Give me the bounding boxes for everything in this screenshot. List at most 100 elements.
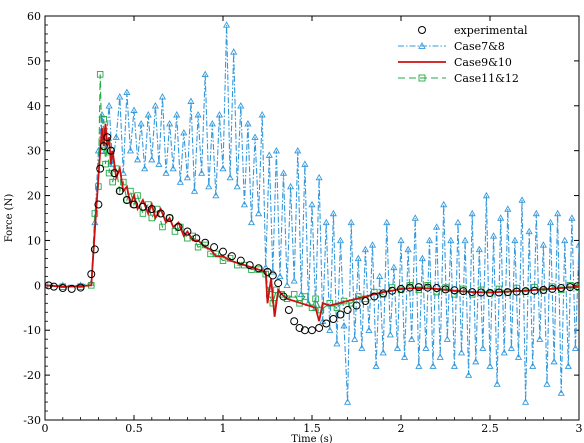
series-case7-8-point [397, 236, 405, 244]
series-case7-8-point [301, 160, 309, 167]
x-tick-label: 2.5 [481, 422, 499, 435]
x-tick-label: 0.5 [125, 422, 143, 435]
series-layer [45, 21, 579, 405]
series-case7-8-point [507, 344, 515, 351]
series-experimental-point [468, 288, 477, 297]
legend-swatch-point [418, 42, 426, 49]
series-experimental-point [432, 284, 441, 293]
series-experimental-point [254, 264, 263, 273]
series-case7-8-point [383, 218, 391, 226]
series-case7-8-point [190, 187, 199, 194]
series-experimental-point [49, 282, 58, 291]
series-case7-8-point [511, 236, 519, 244]
series-experimental-point [106, 146, 115, 155]
series-case7-8-point [287, 182, 295, 190]
series-case7-8-point [571, 344, 579, 351]
series-case7-8-point [443, 335, 451, 342]
series-case7-8-point [336, 236, 345, 244]
y-tick-label: 0 [34, 279, 41, 292]
x-axis-title: Time (s) [291, 434, 332, 443]
series-case7-8-point [333, 339, 341, 347]
series-experimental-point [58, 284, 67, 293]
series-experimental-point [210, 243, 219, 252]
series-case7-8-point [425, 236, 434, 244]
series-case9-10 [45, 123, 579, 322]
series-line-case7-8 [45, 24, 579, 403]
series-case7-8-point [155, 160, 163, 167]
series-case7-8-point [447, 236, 455, 244]
series-case7-8-point [450, 362, 458, 369]
series-case7-8-point [283, 281, 291, 289]
series-case11-12-point [105, 169, 113, 177]
legend-item-experimental: experimental [418, 24, 528, 37]
series-case7-8-point [354, 254, 362, 262]
series-experimental-point [156, 209, 165, 218]
series-case11-12-point [98, 147, 106, 154]
series-experimental-point [343, 306, 352, 315]
series-experimental-point [263, 267, 272, 276]
axis-ticks: 0 0.5 1 1.5 2 2.5 3 -30 -20 -10 0 10 20 30 40 50 60 [23, 10, 582, 435]
series-case7-8-point [568, 214, 576, 221]
series-case7-8-point [557, 389, 565, 396]
series-experimental-point [87, 270, 96, 279]
series-case7-8-point [344, 398, 352, 405]
series-case7-8-point [141, 164, 149, 172]
y-axis-title: Force (N) [4, 194, 15, 243]
series-case7-8-point [454, 218, 462, 226]
series-case11-12-point [301, 293, 309, 300]
series-case7-8-point [279, 169, 288, 176]
series-experimental-point [315, 323, 324, 332]
series-case11-12-point [355, 293, 362, 300]
series-case7-8-point [151, 102, 159, 109]
series-case7-8-point [475, 245, 483, 253]
series-case7-8-point [123, 88, 131, 96]
legend-label: Case11&12 [454, 72, 519, 85]
series-case7-8-point [546, 218, 555, 226]
series-case7-8-point [230, 48, 238, 55]
legend-swatch-point [418, 26, 426, 34]
series-case11-12-point [139, 210, 147, 217]
series-case7-8-point [482, 191, 491, 199]
series-experimental-point [336, 310, 345, 319]
series-case7-8-point [393, 344, 402, 351]
series-case11-12-point [194, 243, 202, 251]
series-experimental-point [423, 283, 432, 292]
series-case11-12-point [109, 178, 116, 186]
series-case11-12-point [278, 291, 285, 298]
series-experimental-point [138, 202, 147, 211]
series-case11-12-point [290, 291, 298, 298]
series-experimental-point [494, 288, 503, 297]
legend-item-case9-10: Case9&10 [398, 56, 512, 69]
series-experimental-point [397, 284, 405, 293]
series-case7-8-point [258, 111, 266, 118]
series-experimental-point [284, 306, 293, 315]
series-experimental-point [352, 301, 361, 310]
series-case7-8-point [112, 133, 120, 140]
series-experimental-point [361, 297, 370, 306]
series-case7-8-point [158, 93, 167, 100]
series-case7-8-point [148, 155, 156, 163]
series-case7-8-point [415, 362, 423, 369]
series-case7-8-point [208, 120, 216, 127]
series-experimental-point [521, 287, 530, 296]
series-case7-8-point [340, 322, 348, 329]
series-experimental-point [274, 279, 283, 288]
series-experimental-point [67, 284, 76, 293]
series-experimental-point [192, 234, 201, 243]
series-experimental-point [110, 169, 119, 178]
y-tick-label: 20 [27, 190, 41, 203]
x-tick-label: 1 [220, 422, 227, 435]
series-experimental-point [548, 284, 557, 293]
series-case7-8-point [575, 241, 579, 248]
series-case7-8-point [116, 93, 124, 100]
series-case7-8-point [169, 164, 177, 172]
series-case7-8-point [194, 111, 202, 118]
series-experimental [45, 133, 579, 335]
legend-label: experimental [454, 24, 528, 37]
series-case7-8-point [365, 326, 373, 333]
series-experimental-point [308, 326, 316, 335]
series-experimental-point [279, 292, 288, 301]
series-case7-8-point [144, 111, 152, 118]
series-experimental-point [90, 245, 99, 254]
series-case7-8-point [472, 357, 480, 365]
